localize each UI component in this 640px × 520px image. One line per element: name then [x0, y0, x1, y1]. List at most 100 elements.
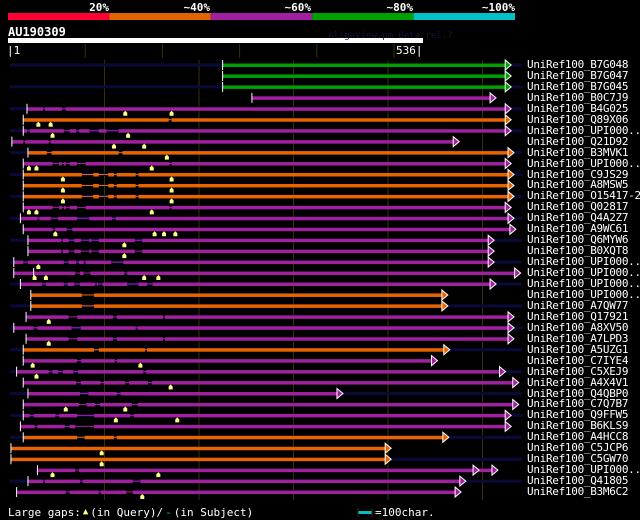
- alignment-segment: [94, 304, 442, 308]
- hit-label[interactable]: UniRef100_A8MSW5: [527, 178, 629, 192]
- hit-label[interactable]: UniRef100_C5XEJ9: [527, 364, 629, 378]
- alignment-end-arrow-icon: [504, 80, 512, 93]
- hit-label[interactable]: UniRef100_UPI000..: [527, 123, 640, 137]
- alignment-segment: [27, 107, 44, 111]
- hit-label[interactable]: UniRef100_C5JCP6: [527, 441, 629, 455]
- hit-label[interactable]: UniRef100_B3M6C2: [527, 485, 629, 499]
- hit-label[interactable]: UniRef100_Q89X06: [527, 112, 629, 126]
- hit-label[interactable]: UniRef100_C9JS29: [527, 167, 629, 181]
- alignment-segment: [116, 183, 136, 188]
- alignment-end-arrow-icon: [430, 354, 439, 367]
- scale-label-20: 20%: [89, 1, 109, 14]
- hit-label[interactable]: UniRef100_O15417-2: [527, 189, 640, 203]
- alignment-segment: [77, 337, 114, 341]
- hit-label[interactable]: UniRef100_Q9FFW5: [527, 408, 629, 422]
- alignment-segment: [89, 238, 92, 243]
- alignment-segment: [115, 216, 509, 221]
- hit-label[interactable]: UniRef100_A9WC61: [527, 222, 629, 236]
- alignment-segment: [23, 402, 79, 407]
- hit-label[interactable]: UniRef100_UPI000..: [527, 156, 640, 170]
- hit-label[interactable]: UniRef100_A5UZG1: [527, 342, 629, 356]
- alignment-segment: [127, 271, 515, 276]
- query-gap-marker-icon: [138, 362, 143, 368]
- alignment-segment: [80, 326, 136, 330]
- hit-label[interactable]: UniRef100_Q21D92: [527, 134, 629, 148]
- hit-label[interactable]: UniRef100_A7QW77: [527, 298, 629, 312]
- alignment-segment: [26, 337, 69, 341]
- alignment-segment: [93, 173, 99, 177]
- alignment-end-arrow-icon: [507, 310, 515, 323]
- alignment-segment: [68, 260, 77, 265]
- alignment-segment: [108, 183, 114, 188]
- hit-label[interactable]: UniRef100_C7Q7B7: [527, 397, 629, 411]
- query-title: AU190309: [8, 25, 66, 39]
- hit-label[interactable]: UniRef100_Q6MYW6: [527, 233, 629, 247]
- hit-label[interactable]: UniRef100_UPI000..: [527, 287, 640, 301]
- hit-label[interactable]: UniRef100_B7G047: [527, 68, 629, 82]
- alignment-segment: [116, 173, 136, 177]
- hit-label[interactable]: UniRef100_Q17921: [527, 309, 629, 323]
- query-gap-marker-icon: [169, 110, 174, 116]
- alignment-segment: [129, 381, 148, 385]
- hit-label[interactable]: UniRef100_Q4QBP0: [527, 386, 629, 400]
- hit-label[interactable]: UniRef100_A8XV50: [527, 320, 629, 334]
- hit-label[interactable]: UniRef100_Q41805: [527, 474, 629, 488]
- alignment-segment: [62, 370, 74, 374]
- alignment-segment: [251, 96, 491, 100]
- alignment-segment: [23, 435, 78, 440]
- hit-label[interactable]: UniRef100_C7IYE4: [527, 353, 629, 367]
- alignment-segment: [37, 468, 76, 473]
- query-gap-marker-icon: [63, 406, 68, 412]
- alignment-segment: [20, 424, 35, 429]
- hit-label[interactable]: UniRef100_B4G025: [527, 101, 629, 115]
- alignment-segment: [98, 238, 135, 243]
- hit-label[interactable]: UniRef100_UPI000..: [527, 255, 640, 269]
- alignment-segment: [23, 381, 77, 385]
- alignment-segment: [59, 413, 78, 418]
- query-gap-marker-icon: [169, 187, 174, 193]
- hit-label[interactable]: UniRef100_A7LPD3: [527, 331, 629, 345]
- alignment-segment: [23, 194, 82, 199]
- hit-label[interactable]: UniRef100_C5GW70: [527, 452, 629, 466]
- query-gap-marker-icon: [113, 417, 118, 423]
- query-gap-marker-icon: [123, 110, 128, 116]
- alignment-segment: [59, 162, 62, 166]
- hit-label[interactable]: UniRef100_UPI000..: [527, 277, 640, 290]
- alignment-segment: [137, 402, 513, 407]
- hit-label[interactable]: UniRef100_A4HCC8: [527, 430, 629, 444]
- hit-label[interactable]: UniRef100_B0XQT8: [527, 244, 629, 258]
- alignment-end-arrow-icon: [504, 409, 512, 422]
- alignment-segment: [80, 359, 115, 363]
- alignment-segment: [473, 468, 492, 473]
- hit-label[interactable]: UniRef100_Q02817: [527, 200, 629, 214]
- query-gap-marker-icon: [123, 406, 128, 412]
- query-gap-marker-icon: [149, 165, 154, 171]
- hit-label[interactable]: UniRef100_UPI000..: [527, 463, 640, 477]
- hit-label[interactable]: UniRef100_B7G045: [527, 79, 629, 93]
- alignment-end-arrow-icon: [507, 179, 515, 192]
- alignment-end-arrow-icon: [507, 212, 515, 225]
- alignment-segment: [69, 162, 78, 166]
- hit-label[interactable]: UniRef100_B7G048: [527, 58, 629, 71]
- hit-label[interactable]: UniRef100_B0C7J9: [527, 90, 629, 104]
- alignment-end-arrow-icon: [504, 69, 512, 83]
- alignment-segment: [82, 479, 133, 484]
- ruler-start: |1: [7, 44, 21, 57]
- alignment-segment: [171, 162, 506, 166]
- hit-label[interactable]: UniRef100_Q4A2Z7: [527, 211, 629, 225]
- hit-label[interactable]: UniRef100_B3MVK1: [527, 145, 629, 159]
- alignment-segment: [67, 282, 75, 286]
- alignment-end-arrow-icon: [442, 431, 450, 444]
- hit-label[interactable]: UniRef100_UPI000..: [527, 266, 640, 280]
- alignment-segment: [77, 315, 114, 319]
- alignment-segment: [23, 118, 169, 122]
- hit-label[interactable]: UniRef100_B6KLS9: [527, 419, 629, 433]
- query-gap-marker-icon: [111, 143, 116, 149]
- alignment-segment: [23, 205, 53, 210]
- query-gap-marker-icon: [50, 132, 55, 138]
- alignment-segment: [102, 282, 128, 286]
- hit-label[interactable]: UniRef100_A4X4V1: [527, 375, 629, 389]
- alignment-end-arrow-icon: [504, 157, 512, 170]
- alignment-segment: [63, 205, 66, 210]
